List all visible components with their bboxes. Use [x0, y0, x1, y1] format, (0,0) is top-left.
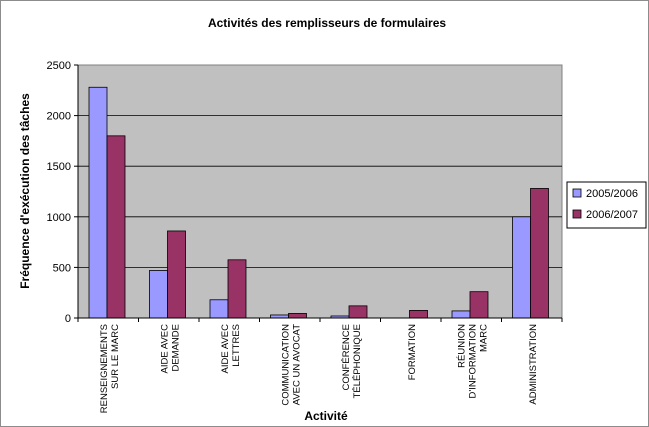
bar-2006-2007-6 — [469, 291, 489, 319]
y-tick-label: 1000 — [47, 212, 71, 224]
category-label: FORMATION — [407, 324, 418, 380]
gridlines — [78, 115, 562, 268]
legend-label-2005-2006: 2005/2006 — [586, 188, 638, 200]
category-label: RENSEIGNEMENTS — [99, 324, 110, 413]
bar-2006-2007-3 — [288, 313, 307, 319]
category-label: CONFÉRENCE — [341, 324, 352, 391]
bar-2006-2007-0 — [106, 135, 126, 319]
y-tick-label: 2000 — [47, 111, 71, 123]
legend-swatch-2005-2006 — [572, 188, 582, 198]
bar-2005-2006-7 — [512, 216, 531, 319]
bar-2006-2007-2 — [227, 259, 247, 319]
legend-label-2006-2007: 2006/2007 — [586, 209, 638, 221]
category-label: SUR LE MARC — [110, 324, 121, 389]
category-labels: RENSEIGNEMENTS SUR LE MARC AIDE AVEC DEMAND… — [99, 324, 539, 413]
y-axis-ticks: 0 500 1000 1500 2000 2500 — [47, 60, 78, 325]
category-label: AIDE AVEC — [159, 324, 170, 374]
category-label: RÉUNION — [456, 324, 467, 368]
category-label: D'INFORMATION — [467, 324, 478, 399]
category-label: DEMANDE — [170, 324, 181, 372]
axes — [77, 65, 563, 322]
category-label: COMMUNICATION — [280, 324, 291, 406]
y-tick-label: 500 — [53, 262, 71, 274]
bar-2005-2006-1 — [149, 270, 168, 319]
y-axis-title: Fréquence d'exécution des tâches — [18, 93, 32, 289]
category-label: MARC — [478, 324, 489, 352]
y-tick-label: 2500 — [47, 60, 71, 72]
bar-2005-2006-0 — [88, 86, 108, 319]
bar-2006-2007-1 — [167, 230, 186, 319]
x-axis-title: Activité — [304, 409, 348, 423]
y-tick-label: 1500 — [47, 161, 71, 173]
chart-title: Activités des remplisseurs de formulaire… — [208, 16, 446, 30]
legend-swatch-2006-2007 — [572, 209, 582, 219]
category-label: LETTRES — [231, 324, 242, 367]
bars — [88, 86, 549, 319]
category-label: AIDE AVEC — [220, 324, 231, 374]
category-label: AVEC UN AVOCAT — [291, 324, 302, 405]
category-label: ADMINISTRATION — [528, 324, 539, 405]
bar-2006-2007-5 — [409, 310, 428, 319]
bar-2006-2007-7 — [530, 188, 549, 319]
category-label: TÉLÉPHONIQUE — [352, 324, 363, 398]
y-tick-label: 0 — [65, 313, 71, 325]
legend: 2005/2006 2006/2007 — [566, 181, 647, 229]
bar-2005-2006-6 — [451, 310, 471, 319]
bar-2006-2007-4 — [348, 305, 368, 319]
bar-2005-2006-2 — [209, 299, 229, 319]
